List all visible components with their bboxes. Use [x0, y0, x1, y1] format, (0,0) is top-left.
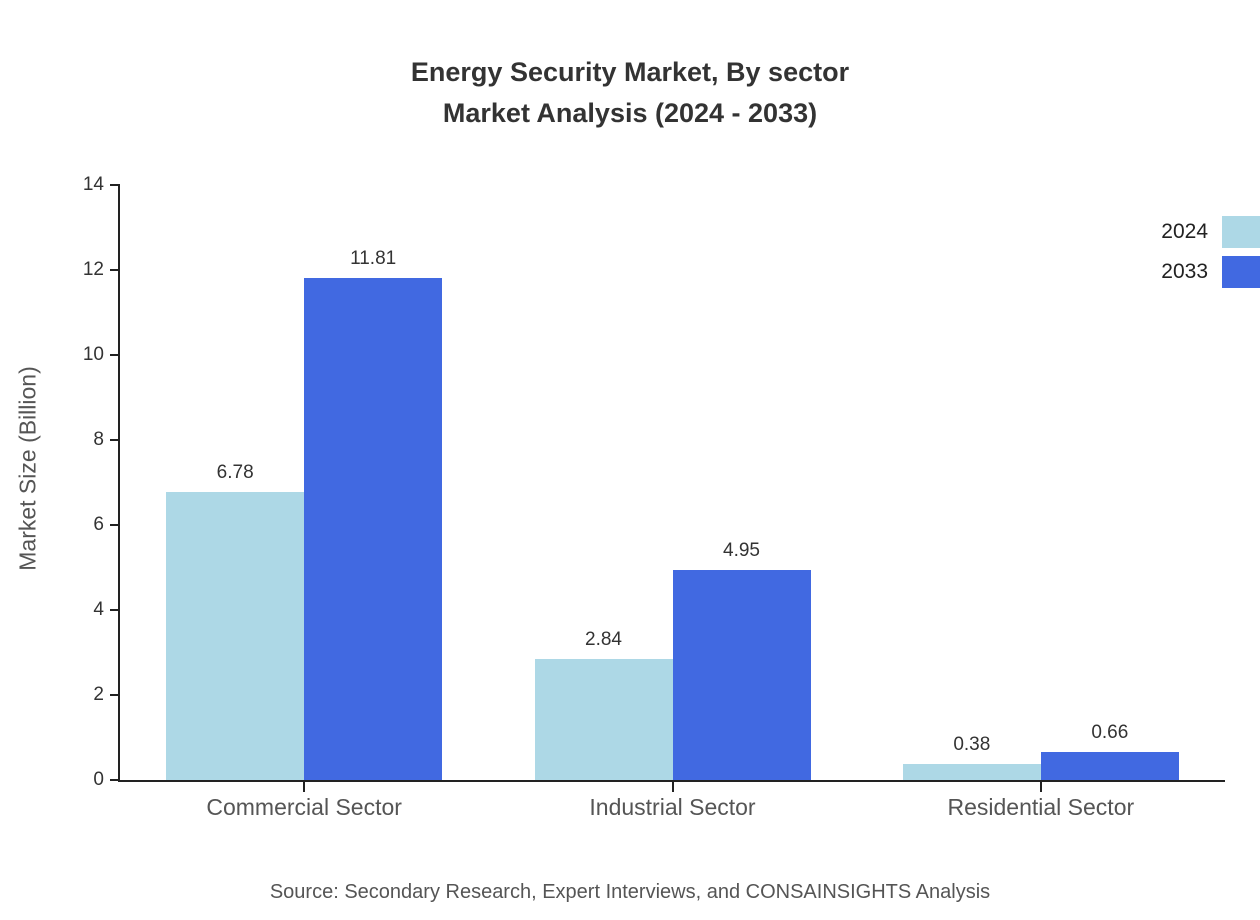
y-tick-label: 14	[82, 174, 104, 195]
x-category-label-industrial-sector: Industrial Sector	[589, 794, 756, 820]
bar-2024-commercial-sector	[166, 492, 305, 780]
bar-value-label-2033-commercial-sector: 11.81	[350, 248, 397, 269]
bar-2033-commercial-sector	[304, 278, 443, 780]
x-tick-mark	[671, 782, 674, 792]
y-tick-mark	[110, 269, 120, 271]
y-tick-mark	[110, 184, 120, 186]
bar-value-label-2033-residential-sector: 0.66	[1091, 722, 1129, 743]
bar-2033-industrial-sector	[672, 570, 811, 780]
y-axis-title: Market Size (Billion)	[14, 366, 41, 571]
legend-row-2024: 2024	[1161, 216, 1260, 248]
legend-row-2033: 2033	[1161, 256, 1260, 288]
plot-area: 0 2 4 6 8 10 12 14 Commercial Sector Industrial …	[83, 174, 1225, 820]
bar-2024-residential-sector	[902, 764, 1041, 780]
y-tick-mark	[110, 779, 120, 781]
legend-swatch-2033	[1222, 256, 1260, 288]
legend-swatch-2024	[1222, 216, 1260, 248]
x-tick-mark	[303, 782, 306, 792]
y-tick-label: 6	[93, 514, 104, 535]
x-tick-mark	[1039, 782, 1042, 792]
y-tick-mark	[110, 354, 120, 356]
bar-value-label-2024-residential-sector: 0.38	[953, 734, 991, 755]
y-tick-label: 12	[82, 259, 104, 280]
y-tick-mark	[110, 524, 120, 526]
y-tick-label: 4	[93, 599, 104, 620]
bar-2024-industrial-sector	[534, 659, 673, 780]
legend-label-2033: 2033	[1161, 260, 1208, 283]
bar-value-label-2024-industrial-sector: 2.84	[585, 629, 622, 650]
y-tick-mark	[110, 609, 120, 611]
source-note: Source: Secondary Research, Expert Inter…	[269, 881, 991, 903]
y-tick-label: 10	[82, 344, 104, 365]
y-tick-label: 0	[93, 769, 104, 790]
y-tick-mark	[110, 694, 120, 696]
y-tick-label: 2	[93, 684, 104, 705]
chart-title: Energy Security Market, By sector Market…	[0, 52, 1260, 134]
y-tick-label: 8	[93, 429, 104, 450]
bar-value-label-2033-industrial-sector: 4.95	[723, 540, 760, 561]
bar-2033-residential-sector	[1040, 752, 1179, 780]
chart-title-line-2: Market Analysis (2024 - 2033)	[442, 98, 818, 128]
chart-title-line-1: Energy Security Market, By sector	[410, 57, 850, 87]
y-tick-mark	[110, 439, 120, 441]
legend-label-2024: 2024	[1161, 220, 1208, 243]
bar-value-label-2024-commercial-sector: 6.78	[216, 462, 254, 483]
legend: 2024 2033	[1161, 216, 1260, 288]
x-category-label-residential-sector: Residential Sector	[947, 794, 1135, 820]
x-category-label-commercial-sector: Commercial Sector	[206, 794, 402, 820]
